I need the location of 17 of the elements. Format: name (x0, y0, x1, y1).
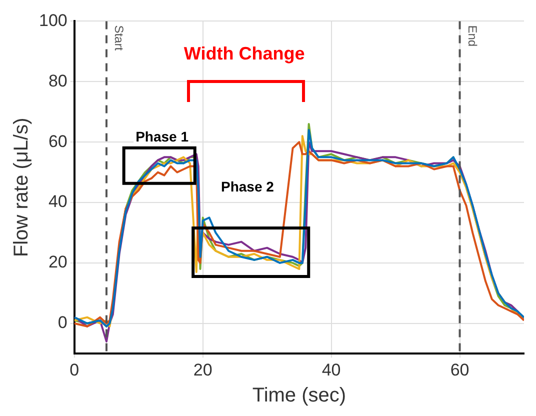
annotation: Width Change (184, 43, 305, 64)
ref-line-label: End (465, 25, 480, 47)
annotation: Phase 1 (136, 128, 189, 144)
x-tick-label: 40 (322, 360, 341, 380)
y-tick-label: 80 (48, 71, 68, 90)
x-tick-label: 20 (193, 360, 212, 380)
x-tick-label: 60 (450, 360, 470, 380)
annotation: Phase 2 (221, 178, 274, 194)
y-tick-label: 20 (48, 252, 68, 272)
x-tick-label: 0 (70, 360, 80, 380)
y-tick-label: 60 (48, 132, 68, 151)
x-axis-title: Time (sec) (252, 384, 346, 407)
y-tick-label: 0 (58, 313, 68, 332)
ref-line-label: Start (112, 25, 126, 52)
y-tick-label: 40 (48, 192, 68, 212)
y-tick-label: 100 (38, 10, 68, 30)
y-axis-title: Flow rate (μL/s) (10, 118, 33, 258)
